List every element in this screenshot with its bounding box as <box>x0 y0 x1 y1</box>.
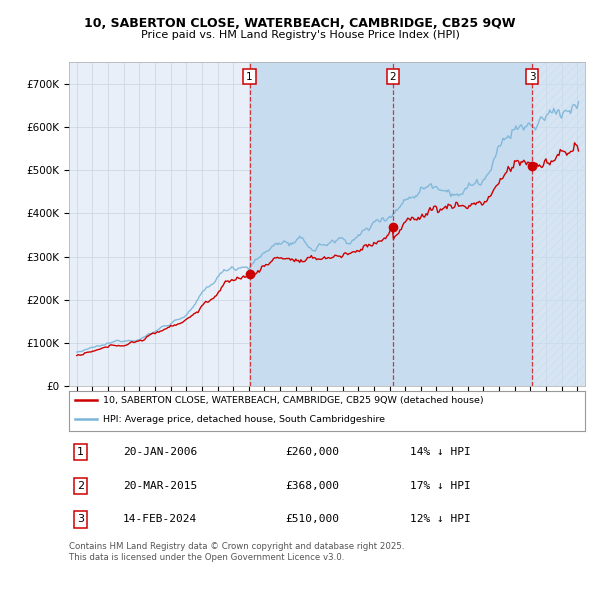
Text: 14-FEB-2024: 14-FEB-2024 <box>123 514 197 525</box>
Text: Contains HM Land Registry data © Crown copyright and database right 2025.
This d: Contains HM Land Registry data © Crown c… <box>69 542 404 562</box>
Text: HPI: Average price, detached house, South Cambridgeshire: HPI: Average price, detached house, Sout… <box>103 415 385 424</box>
Text: 20-MAR-2015: 20-MAR-2015 <box>123 481 197 491</box>
Text: 2: 2 <box>389 71 396 81</box>
Text: £510,000: £510,000 <box>286 514 340 525</box>
Text: 20-JAN-2006: 20-JAN-2006 <box>123 447 197 457</box>
Bar <box>532 62 585 386</box>
Text: £260,000: £260,000 <box>286 447 340 457</box>
Text: 3: 3 <box>77 514 84 525</box>
Text: 12% ↓ HPI: 12% ↓ HPI <box>410 514 470 525</box>
Text: 14% ↓ HPI: 14% ↓ HPI <box>410 447 470 457</box>
Text: Price paid vs. HM Land Registry's House Price Index (HPI): Price paid vs. HM Land Registry's House … <box>140 30 460 40</box>
Text: 10, SABERTON CLOSE, WATERBEACH, CAMBRIDGE, CB25 9QW (detached house): 10, SABERTON CLOSE, WATERBEACH, CAMBRIDG… <box>103 396 483 405</box>
Text: 10, SABERTON CLOSE, WATERBEACH, CAMBRIDGE, CB25 9QW: 10, SABERTON CLOSE, WATERBEACH, CAMBRIDG… <box>84 17 516 30</box>
Bar <box>250 62 393 386</box>
Text: 3: 3 <box>529 71 535 81</box>
Bar <box>393 62 532 386</box>
Text: 1: 1 <box>246 71 253 81</box>
Text: 2: 2 <box>77 481 84 491</box>
Text: 1: 1 <box>77 447 84 457</box>
Text: £368,000: £368,000 <box>286 481 340 491</box>
Text: 17% ↓ HPI: 17% ↓ HPI <box>410 481 470 491</box>
